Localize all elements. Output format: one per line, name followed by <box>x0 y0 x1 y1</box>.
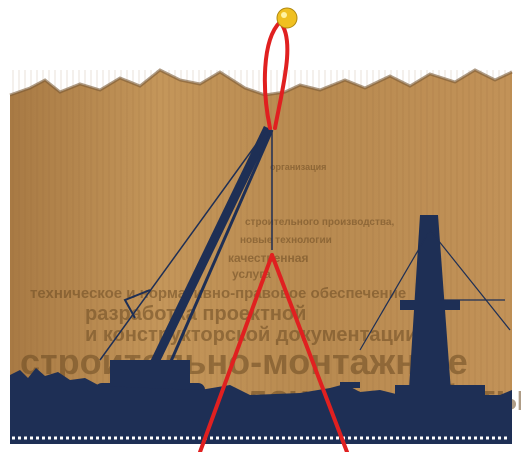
sign <box>340 382 360 388</box>
text-line: качественная <box>228 251 308 265</box>
text-line: услуга <box>232 267 271 281</box>
crane <box>99 126 274 376</box>
text-line: техническое и нормативно-правовое обеспе… <box>30 285 406 302</box>
torn-edge <box>9 68 513 97</box>
ground-silhouette <box>10 368 512 440</box>
text-line: строительно-монтажные <box>20 341 468 382</box>
rig-guys <box>359 229 511 351</box>
text-line: организация <box>270 162 326 172</box>
text-line: новые технологии <box>240 235 332 246</box>
push-pin <box>276 7 298 29</box>
text-line: строительного производства, <box>245 217 394 228</box>
pin-highlight <box>281 12 287 18</box>
